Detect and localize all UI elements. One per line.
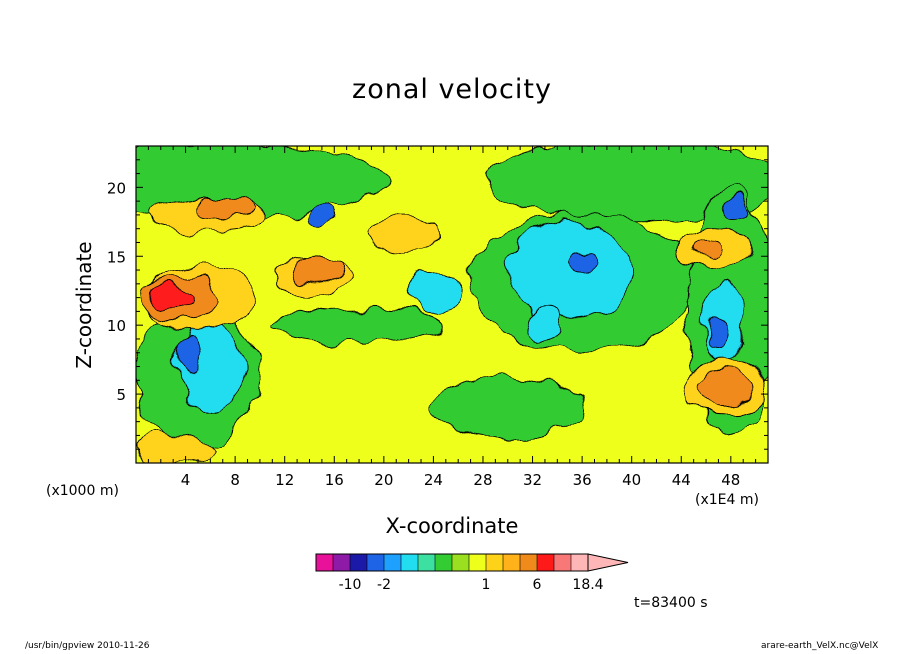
- y-tick-label: 15: [107, 248, 126, 266]
- colorbar-swatch: [469, 554, 487, 571]
- y-tick-label: 10: [107, 317, 126, 335]
- colorbar-swatch: [452, 554, 470, 571]
- contour-region-28: [687, 237, 726, 261]
- contour-region-7: [507, 221, 633, 319]
- x-scale-note: (x1E4 m): [695, 492, 759, 508]
- colorbar-tick-label: 1: [482, 577, 491, 593]
- colorbar-tick-label: 18.4: [572, 577, 603, 593]
- footer-program: /usr/bin/gpview 2010-11-26: [25, 641, 150, 651]
- footer-source: arare-earth_VelX.nc@VelX: [761, 641, 879, 651]
- x-tick-label: 24: [424, 471, 443, 489]
- x-tick-label: 12: [275, 471, 294, 489]
- x-tick-label: 44: [672, 471, 691, 489]
- x-tick-label: 8: [230, 471, 240, 489]
- x-tick-label: 16: [325, 471, 344, 489]
- x-tick-label: 40: [622, 471, 641, 489]
- colorbar-swatch: [554, 554, 572, 571]
- x-tick-label: 28: [473, 471, 492, 489]
- plot-frame: [135, 145, 769, 464]
- colorbar-swatch: [503, 554, 521, 571]
- contour-region-23: [136, 432, 211, 463]
- colorbar-swatch: [571, 554, 589, 571]
- chart-title: zonal velocity: [352, 74, 552, 105]
- colorbar-swatch: [537, 554, 555, 571]
- x-axis-label: X-coordinate: [385, 514, 519, 538]
- contour-regions: [136, 146, 768, 463]
- contour-region-13: [177, 334, 201, 377]
- colorbar-swatch: [367, 554, 385, 571]
- contour-region-16: [708, 315, 729, 350]
- colorbar-swatch: [435, 554, 453, 571]
- colorbar-swatch: [350, 554, 368, 571]
- x-tick-label: 20: [374, 471, 393, 489]
- colorbar-tick-label: 6: [533, 577, 542, 593]
- contour-region-27: [191, 197, 255, 219]
- x-tick-label: 32: [523, 471, 542, 489]
- x-unit-note: (x1000 m): [46, 483, 119, 499]
- y-tick-label: 20: [107, 179, 126, 197]
- colorbar-swatch: [486, 554, 504, 571]
- plot-area: [136, 146, 768, 463]
- colorbar-swatch: [520, 554, 538, 571]
- colorbar-swatch: [316, 554, 334, 571]
- colorbar-swatch: [384, 554, 402, 571]
- contour-region-14: [304, 207, 340, 228]
- contour-region-6: [271, 308, 447, 343]
- time-label: t=83400 s: [634, 595, 708, 611]
- colorbar: -10 -2 1 6 18.4: [315, 553, 629, 593]
- colorbar-swatch: [333, 554, 351, 571]
- colorbar-swatch: [401, 554, 419, 571]
- colorbar-tick-label: -10: [339, 577, 362, 593]
- contour-region-10: [405, 268, 462, 314]
- contour-region-11: [525, 308, 564, 343]
- x-tick-label: 4: [181, 471, 191, 489]
- contour-field: [136, 146, 768, 463]
- contour-region-12: [568, 250, 597, 277]
- contour-region-18: [364, 218, 441, 253]
- colorbar-arrow: [587, 553, 629, 572]
- x-tick-label: 36: [573, 471, 592, 489]
- x-tick-label: 48: [721, 471, 740, 489]
- colorbar-swatch: [418, 554, 436, 571]
- contour-region-29: [147, 281, 194, 308]
- colorbar-tick-label: -2: [377, 577, 391, 593]
- y-tick-label: 5: [116, 386, 126, 404]
- contour-region-5: [432, 377, 583, 439]
- contour-region-15: [721, 196, 753, 220]
- contour-region-25: [290, 255, 341, 285]
- contour-region-26: [696, 368, 753, 406]
